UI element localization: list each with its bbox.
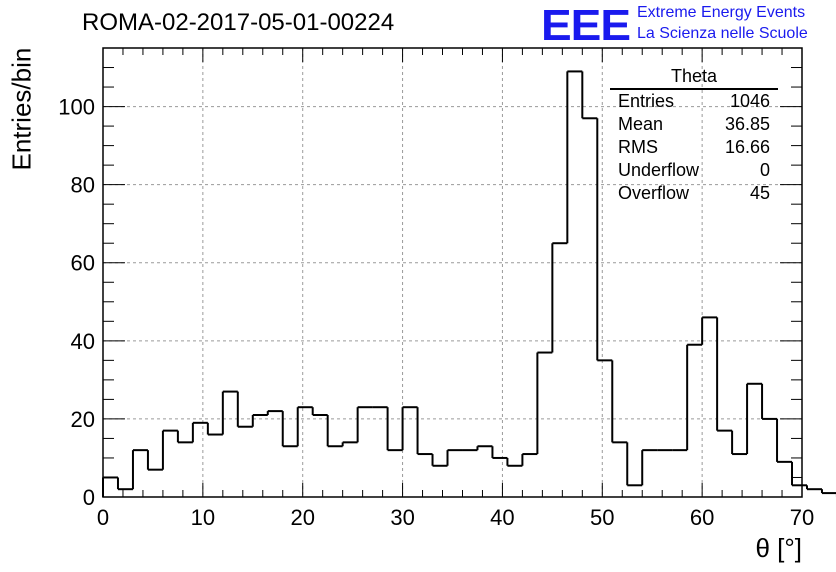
x-tick-label: 0 (97, 505, 109, 530)
stats-title: Theta (610, 66, 778, 90)
stats-row-mean: Mean 36.85 (610, 113, 778, 136)
stats-row-underflow: Underflow 0 (610, 159, 778, 182)
stats-value: 0 (759, 160, 770, 180)
stats-value: 1046 (729, 91, 770, 111)
stats-row-overflow: Overflow 45 (610, 182, 778, 205)
y-tick-label: 60 (71, 251, 95, 276)
logo-line-2: La Scienza nelle Scuole (637, 25, 808, 42)
plot-frame (102, 47, 803, 498)
stats-box: Theta Entries 1046 Mean 36.85 RMS 16.66 … (610, 66, 778, 205)
y-axis-label: Entries/bin (6, 47, 37, 171)
y-tick-label: 20 (71, 407, 95, 432)
stats-row-rms: RMS 16.66 (610, 136, 778, 159)
y-tick-label: 100 (58, 95, 95, 120)
y-tick-label: 40 (71, 329, 95, 354)
logo-line-1: Extreme Energy Events (637, 4, 806, 21)
stats-label: Mean (618, 114, 664, 134)
chart-title: ROMA-02-2017-05-01-00224 (82, 9, 395, 36)
stats-label: Underflow (618, 160, 700, 180)
stats-label: Entries (618, 91, 675, 111)
eee-logo-mark: EEE (541, 0, 631, 50)
y-tick-label: 0 (83, 485, 95, 510)
x-tick-label: 10 (191, 505, 215, 530)
x-tick-label: 60 (690, 505, 714, 530)
x-tick-label: 50 (590, 505, 614, 530)
stats-row-entries: Entries 1046 (610, 90, 778, 113)
stats-label: RMS (618, 137, 658, 157)
y-tick-label: 80 (71, 173, 95, 198)
stats-label: Overflow (618, 183, 690, 203)
stats-value: 36.85 (724, 114, 770, 134)
x-axis-label: θ [°] (755, 533, 802, 563)
x-tick-label: 20 (290, 505, 314, 530)
stats-value: 16.66 (724, 137, 770, 157)
x-tick-label: 40 (490, 505, 514, 530)
x-tick-label: 70 (790, 505, 814, 530)
x-tick-label: 30 (390, 505, 414, 530)
stats-value: 45 (749, 183, 770, 203)
